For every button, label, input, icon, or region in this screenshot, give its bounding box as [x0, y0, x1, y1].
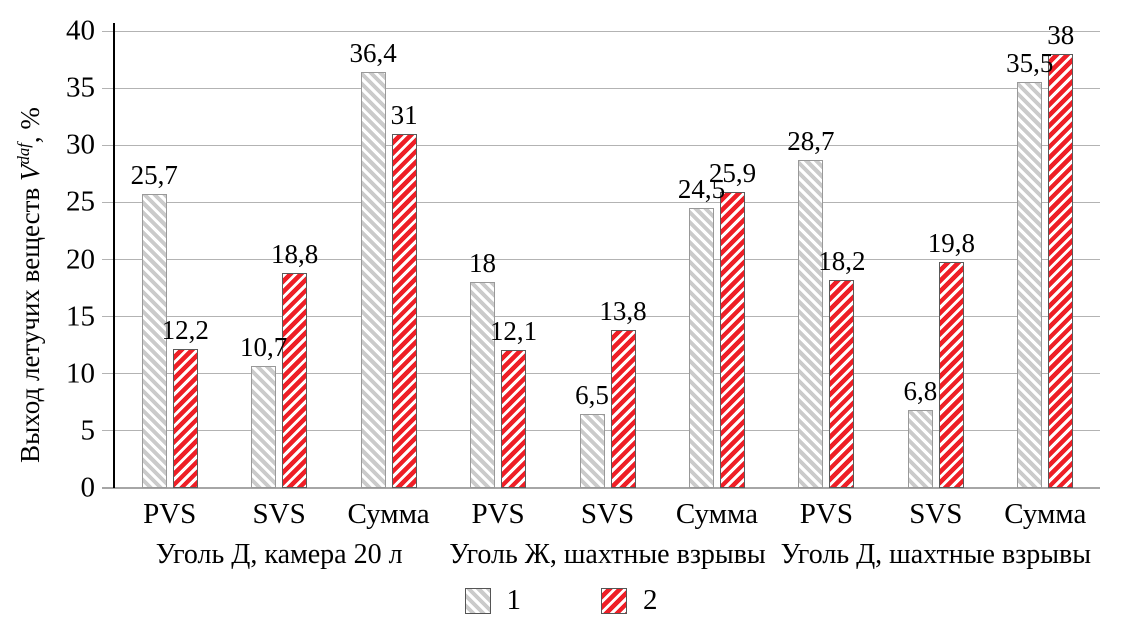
bar-series1-pvs-0 — [141, 194, 167, 488]
y-tick-label-20: 20 — [66, 243, 95, 275]
y-tick-label-30: 30 — [66, 128, 95, 161]
category-label-7: SVS — [909, 498, 963, 530]
legend-label-2: 2 — [643, 584, 658, 616]
gridline-35 — [102, 87, 1100, 89]
bar-series1-svs-1 — [251, 366, 277, 488]
bar-value-label: 12,2 — [161, 315, 209, 345]
bar-series2-svs-1 — [282, 273, 308, 488]
bar-value-label: 35,5 — [1006, 48, 1054, 78]
gridline-15 — [102, 316, 1100, 318]
gridline-30 — [102, 144, 1100, 146]
bar-series2-сумма-8 — [1048, 54, 1074, 488]
legend-item-1: 1 — [464, 584, 522, 616]
bar-value-label: 38 — [1047, 20, 1075, 50]
group-label-0: Уголь Д, камера 20 л — [155, 539, 403, 570]
bar-series1-сумма-8 — [1017, 82, 1043, 488]
bar-value-label: 18,2 — [818, 246, 866, 276]
bar-series1-pvs-3 — [470, 282, 496, 488]
y-tick-label-40: 40 — [66, 14, 95, 47]
legend-label-1: 1 — [506, 584, 522, 616]
bar-value-label: 36,4 — [349, 38, 397, 68]
gridline-40 — [102, 30, 1100, 32]
bar-series1-сумма-2 — [360, 72, 386, 488]
group-label-1: Уголь Ж, шахтные взрывы — [449, 539, 766, 570]
bar-series2-сумма-5 — [719, 192, 745, 488]
bar-series1-svs-7 — [907, 410, 933, 488]
y-tick-label-5: 5 — [80, 414, 96, 447]
bar-value-label: 18 — [469, 248, 497, 278]
bar-series2-pvs-3 — [501, 350, 527, 488]
gridline-25 — [102, 201, 1100, 203]
y-axis-title: Выход летучих веществ Vdaf, % — [10, 107, 45, 463]
category-label-8: Сумма — [1004, 498, 1087, 530]
bar-series2-сумма-2 — [391, 134, 417, 488]
y-tick-label-0: 0 — [80, 471, 96, 504]
bar-value-label: 28,7 — [787, 126, 835, 156]
bar-series2-pvs-0 — [172, 349, 198, 488]
bar-value-label: 13,8 — [599, 296, 647, 326]
y-tick-label-15: 15 — [66, 300, 95, 333]
bar-series1-svs-4 — [579, 414, 605, 488]
bar-value-label: 24,5 — [677, 174, 726, 204]
plot-area: 0 5 10 15 20 25 30 35 40 25,7 12,2 PVS 10,7 18,8 SVS 36… — [66, 16, 1100, 569]
y-tick-label-10: 10 — [66, 357, 95, 390]
y-tick-label-25: 25 — [66, 185, 95, 218]
bar-value-label: 19,8 — [927, 228, 975, 258]
legend-item-2: 2 — [601, 586, 658, 615]
bar-value-label: 10,7 — [240, 332, 288, 362]
bar-value-label: 12,1 — [489, 316, 538, 346]
bar-value-label: 31 — [390, 100, 418, 130]
x-axis-line — [102, 487, 1100, 489]
y-axis-variable: V — [15, 164, 45, 182]
bar-value-label: 6,8 — [903, 376, 938, 406]
bar-series2-svs-7 — [938, 262, 964, 488]
category-label-5: Сумма — [675, 498, 758, 530]
y-tick-label-35: 35 — [66, 71, 95, 104]
category-label-0: PVS — [143, 498, 197, 530]
legend-swatch-2 — [601, 587, 627, 614]
category-label-4: SVS — [580, 498, 635, 530]
bar-value-label: 6,5 — [575, 380, 609, 410]
y-axis-line — [113, 23, 115, 488]
gridline-20 — [102, 259, 1100, 260]
bar-series2-svs-4 — [610, 330, 636, 488]
bar-series1-сумма-5 — [688, 208, 714, 488]
bar-series1-pvs-6 — [798, 160, 824, 488]
gridline-10 — [102, 373, 1100, 375]
category-label-6: PVS — [799, 498, 853, 530]
bar-value-label: 18,8 — [271, 239, 319, 269]
bar-series2-pvs-6 — [829, 280, 855, 488]
category-label-3: PVS — [471, 498, 525, 530]
legend-swatch-1 — [464, 587, 491, 614]
bar-value-label: 25,7 — [130, 160, 178, 190]
category-label-2: Сумма — [347, 498, 430, 530]
category-label-1: SVS — [252, 498, 306, 530]
y-axis-superscript: daf — [14, 143, 33, 165]
group-label-2: Уголь Д, шахтные взрывы — [780, 539, 1092, 570]
bar-value-label: 25,9 — [708, 158, 757, 188]
